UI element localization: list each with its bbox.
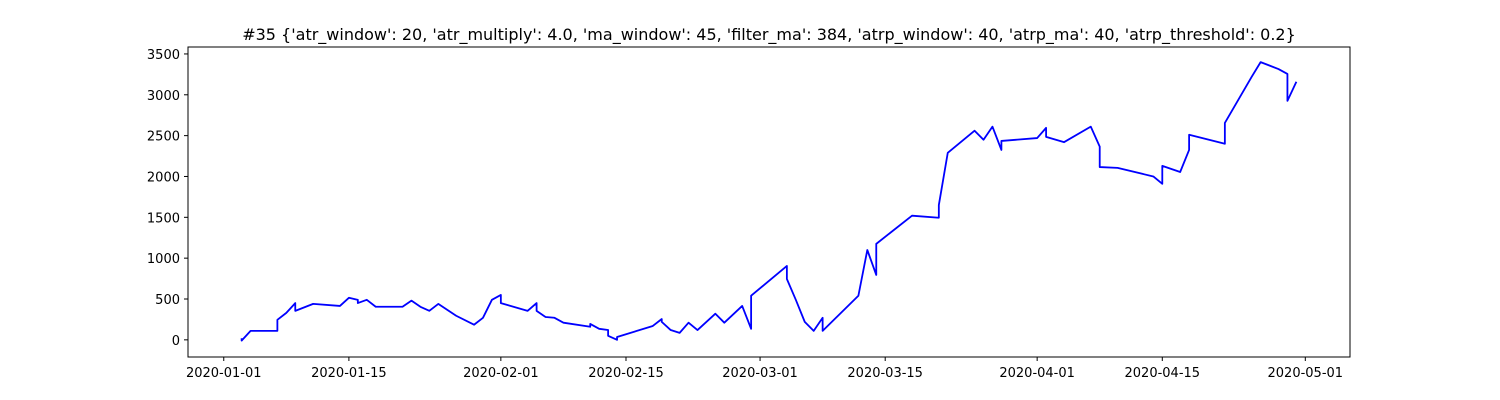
y-tick-label: 2000 [147, 170, 180, 185]
x-tick-label: 2020-03-01 [722, 366, 798, 381]
x-tick-label: 2020-04-15 [1125, 366, 1201, 381]
x-tick-label: 2020-05-01 [1268, 366, 1344, 381]
y-tick-label: 3000 [147, 89, 180, 104]
x-tick-label: 2020-03-15 [847, 366, 923, 381]
data-line [240, 61, 1298, 342]
x-tick-label: 2020-01-15 [311, 366, 387, 381]
plot-frame [187, 46, 1351, 358]
x-tick-label: 2020-01-01 [186, 366, 262, 381]
y-tick-label: 0 [172, 334, 180, 349]
x-tick-label: 2020-04-01 [999, 366, 1075, 381]
y-tick-label: 500 [155, 293, 180, 308]
y-tick-label: 3500 [147, 48, 180, 63]
chart-title: #35 {'atr_window': 20, 'atr_multiply': 4… [242, 25, 1296, 45]
x-tick-label: 2020-02-15 [588, 366, 664, 381]
y-tick-label: 1500 [147, 211, 180, 226]
x-tick-label: 2020-02-01 [463, 366, 539, 381]
y-tick-label: 2500 [147, 130, 180, 145]
y-tick-label: 1000 [147, 252, 180, 267]
